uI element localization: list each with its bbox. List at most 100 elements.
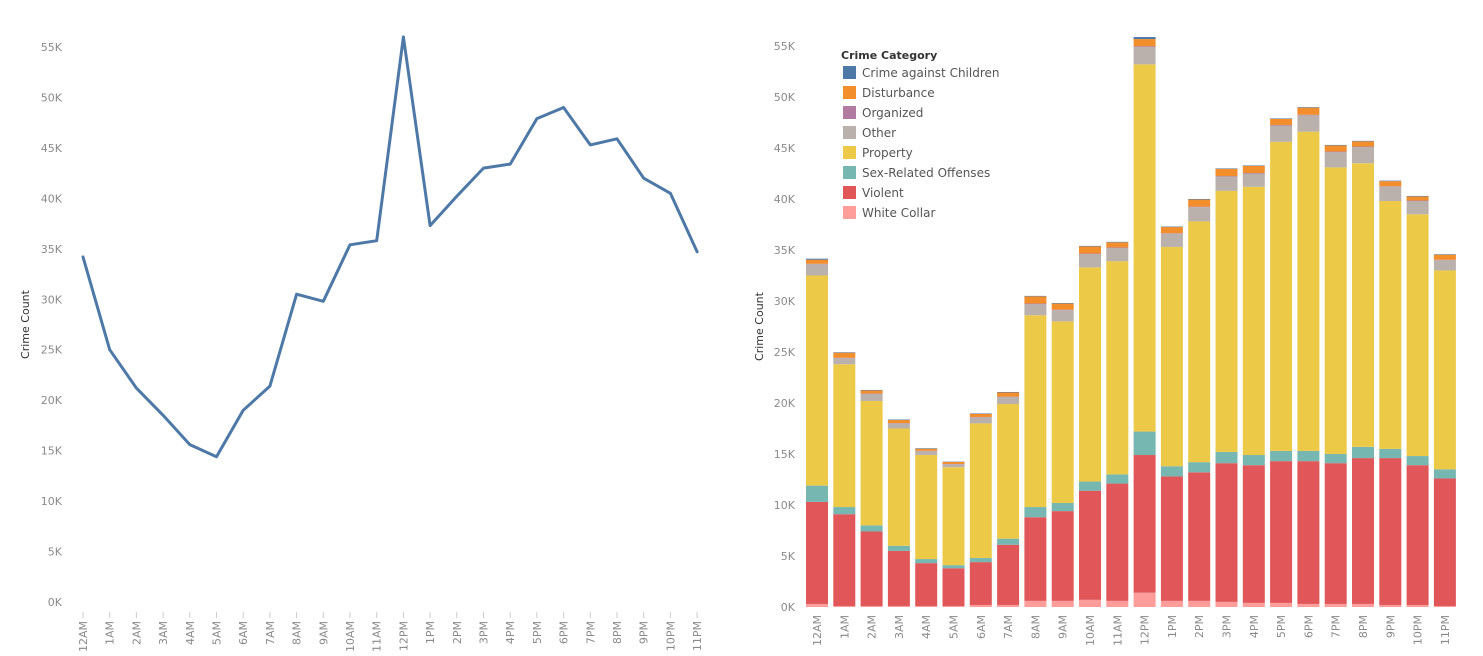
bar-segment	[1106, 600, 1129, 607]
bar-segment	[997, 392, 1020, 397]
bar-segment	[1024, 304, 1047, 316]
x-tick-label: 10PM	[1412, 615, 1425, 645]
x-tick-label: 10AM	[1084, 615, 1097, 646]
series-line	[81, 35, 699, 459]
bar-segment	[1160, 227, 1183, 234]
y-tick-label: 35K	[41, 243, 63, 256]
bar-segment	[1106, 261, 1129, 475]
bar-segment	[915, 455, 938, 560]
bar-segment	[887, 605, 910, 607]
bar-segment	[1297, 131, 1320, 451]
bar-segment	[997, 538, 1020, 545]
x-tick-label: 11AM	[371, 621, 384, 652]
legend-swatch	[843, 106, 856, 119]
bar-segment	[1188, 462, 1211, 473]
bar-segment	[1242, 455, 1265, 466]
bar-segment	[833, 605, 856, 607]
bar-segment	[1160, 600, 1183, 607]
bar-segment	[1433, 254, 1456, 260]
bar-segment	[860, 390, 883, 394]
bar-segment	[1024, 303, 1047, 305]
bar-segment	[1270, 602, 1293, 607]
bar-segment	[806, 275, 828, 486]
x-tick-label: 6PM	[1302, 615, 1315, 638]
x-tick-label: 11AM	[1111, 615, 1124, 646]
bar-segment	[1024, 296, 1047, 304]
bar-segment	[1106, 242, 1129, 248]
x-tick-label: 1PM	[424, 621, 437, 644]
bar-segment	[1188, 199, 1211, 207]
legend-swatch	[843, 86, 856, 99]
bar-segment	[1297, 115, 1320, 132]
bar-segment	[1051, 310, 1074, 322]
bar-segment	[997, 604, 1020, 607]
bar-segment	[1079, 253, 1101, 255]
bar-segment	[1051, 303, 1074, 310]
bar-segment	[1406, 456, 1429, 466]
x-tick-label: 9PM	[638, 621, 651, 644]
bar-segment	[1324, 152, 1347, 168]
bar-segment	[806, 258, 828, 260]
bar-segment	[1324, 603, 1347, 607]
bar-segment	[1051, 511, 1074, 601]
bar-segment	[997, 404, 1020, 539]
bar-segment	[1297, 603, 1320, 607]
bar-segment	[1242, 465, 1265, 603]
legend-label: Violent	[862, 186, 904, 200]
x-tick-label: 3PM	[478, 621, 491, 644]
x-tick-label: 9PM	[1384, 615, 1397, 638]
x-tick-label: 11PM	[691, 621, 704, 651]
bar-segment	[1024, 315, 1047, 508]
legend-swatch	[843, 166, 856, 179]
y-tick-label: 45K	[774, 142, 796, 155]
legend-label: Sex-Related Offenses	[862, 166, 990, 180]
bar-segment	[1379, 604, 1402, 607]
y-axis-title: Crime Count	[19, 289, 32, 359]
bar-segment	[1133, 431, 1156, 456]
bar-segment	[915, 563, 938, 606]
bar-segment	[1297, 107, 1320, 108]
bar-segment	[806, 259, 828, 264]
bar-segment	[1215, 168, 1238, 169]
legend-swatch	[843, 206, 856, 219]
bar-segment	[915, 448, 938, 449]
y-tick-label: 50K	[774, 91, 796, 104]
bar-segment	[997, 544, 1020, 605]
bar-segment	[969, 604, 992, 607]
x-tick-label: 12AM	[77, 621, 90, 652]
y-tick-label: 30K	[41, 293, 63, 306]
x-tick-label: 2AM	[866, 615, 879, 639]
bar-segment	[1352, 146, 1374, 164]
bar-segment	[915, 450, 938, 456]
x-tick-label: 1PM	[1166, 615, 1179, 638]
bar-segment	[1160, 226, 1183, 228]
bar-segment	[1160, 233, 1183, 234]
bar-segment	[1242, 165, 1265, 166]
bar-segment	[1433, 270, 1456, 470]
bar-segment	[1188, 206, 1211, 208]
x-tick-label: 6AM	[237, 621, 250, 645]
bar-segment	[1215, 451, 1238, 464]
bar-segment	[1051, 600, 1074, 607]
bar-segment	[860, 531, 883, 606]
bar-segment	[1406, 196, 1429, 201]
bar-segment	[1324, 454, 1347, 464]
bar-segment	[1352, 446, 1374, 459]
bar-segment	[1433, 478, 1456, 606]
bar-segment	[1188, 207, 1211, 222]
bar-segment	[1106, 241, 1129, 243]
bar-segment	[1160, 466, 1183, 477]
bar-segment	[860, 389, 883, 391]
legend-swatch	[843, 146, 856, 159]
y-tick-label: 55K	[774, 40, 796, 53]
bar-segment	[1352, 163, 1374, 447]
bar-segment	[915, 605, 938, 607]
bar-segment	[1297, 450, 1320, 462]
x-tick-label: 4PM	[504, 621, 517, 644]
bar-segment	[806, 485, 828, 502]
legend-label: Other	[862, 126, 896, 140]
bar-segment	[1379, 201, 1402, 449]
bar-segment	[1352, 140, 1374, 142]
y-tick-label: 0K	[48, 596, 63, 609]
bar-segment	[860, 605, 883, 607]
